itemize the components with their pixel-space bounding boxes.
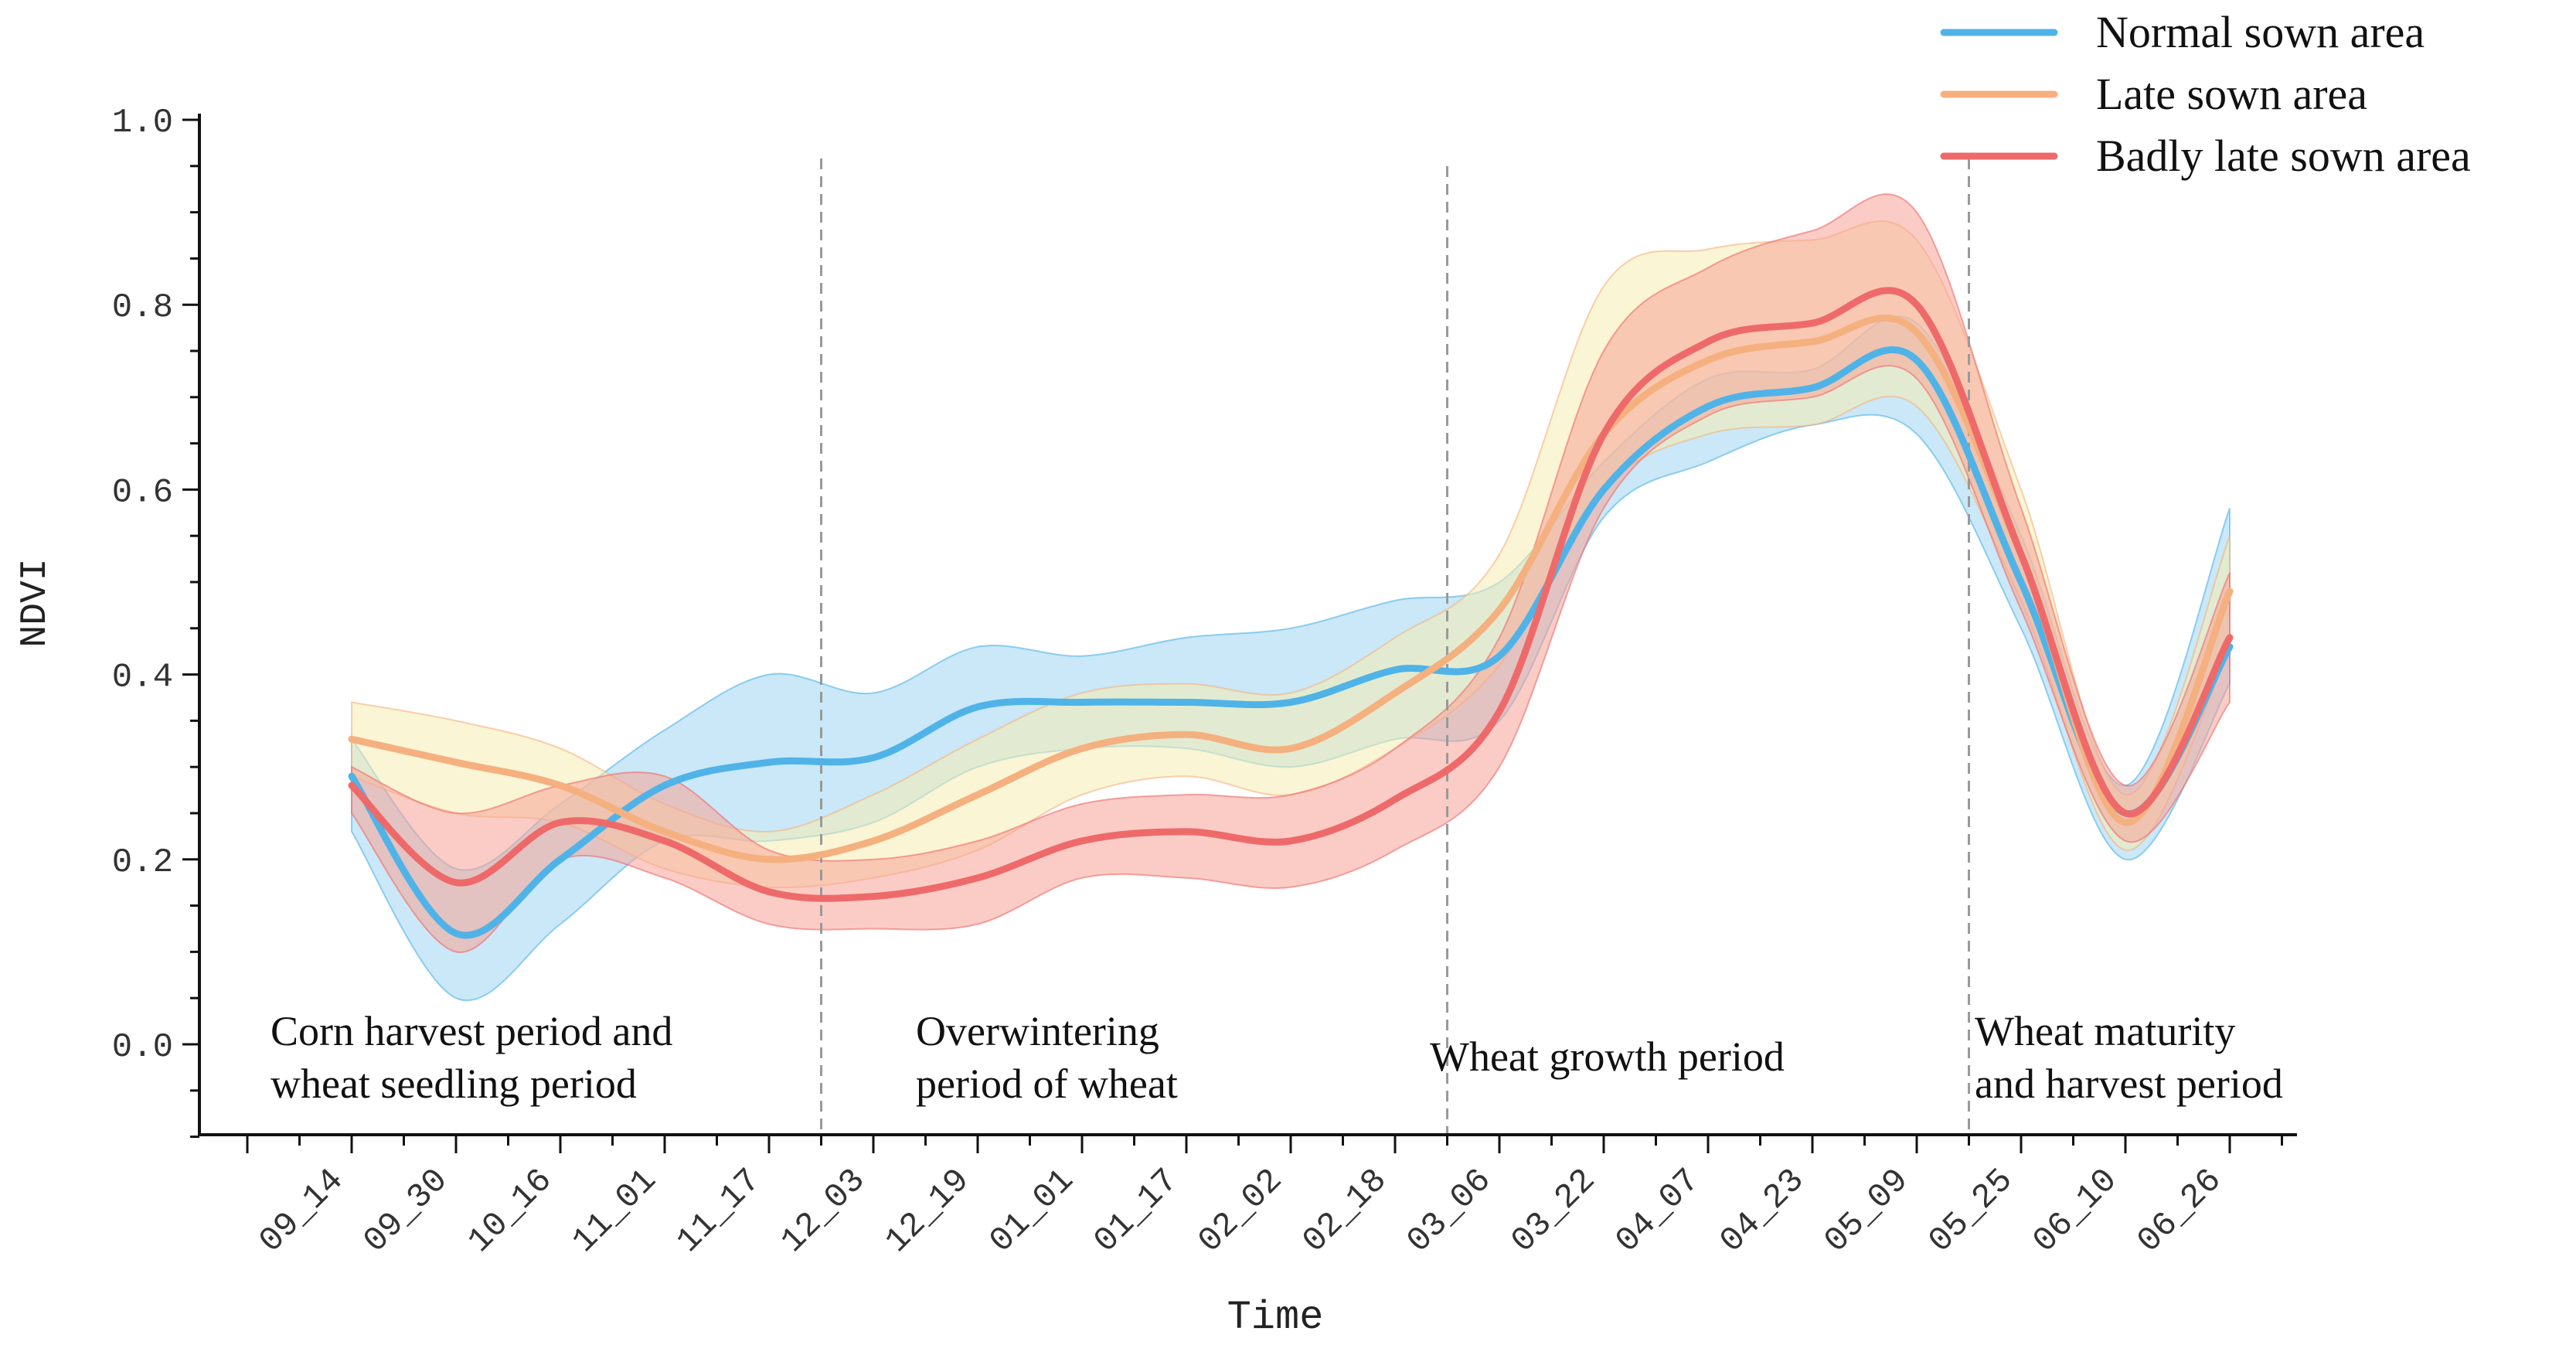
x-tick-label: 03_22 bbox=[1504, 1162, 1604, 1262]
y-tick-label: 1.0 bbox=[112, 104, 173, 142]
line-badly-late-sown-area bbox=[348, 287, 2234, 902]
x-tick-label: 11_17 bbox=[669, 1162, 769, 1262]
confidence-bands bbox=[351, 193, 2231, 1002]
x-tick-label: 03_06 bbox=[1400, 1162, 1499, 1262]
x-tick-label: 02_02 bbox=[1191, 1162, 1291, 1262]
x-tick-label: 12_19 bbox=[878, 1162, 978, 1262]
x-tick-label: 09_14 bbox=[252, 1162, 352, 1262]
y-tick-label: 0.2 bbox=[112, 843, 173, 882]
x-tick-label: 12_03 bbox=[774, 1162, 873, 1262]
x-tick-label: 04_07 bbox=[1608, 1162, 1708, 1262]
legend-label: Late sown area bbox=[2096, 69, 2367, 119]
period-label: wheat seedling period bbox=[271, 1061, 637, 1107]
x-tick-label: 10_16 bbox=[461, 1162, 560, 1262]
x-tick-label: 02_18 bbox=[1295, 1162, 1395, 1262]
legend: Normal sown area Late sown area Badly late… bbox=[1940, 7, 2471, 181]
x-tick-label: 09_30 bbox=[356, 1162, 456, 1262]
band-badly-late-sown-area bbox=[351, 193, 2231, 953]
period-label: Wheat maturity bbox=[1975, 1008, 2235, 1054]
y-tick-label: 0.6 bbox=[112, 473, 173, 512]
period-labels: Corn harvest period and wheat seedling pe… bbox=[271, 1008, 2283, 1107]
period-label: and harvest period bbox=[1975, 1061, 2283, 1107]
x-tick-label: 11_01 bbox=[565, 1162, 665, 1262]
x-tick-label: 04_23 bbox=[1713, 1162, 1812, 1262]
series-lines bbox=[348, 287, 2234, 939]
period-dividers bbox=[820, 158, 1970, 1135]
x-tick-label: 06_10 bbox=[2026, 1162, 2125, 1262]
y-axis-label: NDVI bbox=[15, 558, 56, 647]
legend-label: Badly late sown area bbox=[2096, 131, 2471, 181]
x-tick-label: 05_25 bbox=[1921, 1162, 2021, 1262]
period-label: Overwintering bbox=[916, 1008, 1159, 1054]
period-label: period of wheat bbox=[916, 1061, 1178, 1107]
period-label: Corn harvest period and bbox=[271, 1008, 672, 1054]
x-tick-label: 01_17 bbox=[1087, 1162, 1186, 1262]
legend-label: Normal sown area bbox=[2096, 7, 2425, 57]
x-tick-label: 01_01 bbox=[982, 1162, 1082, 1262]
x-tick-label: 06_26 bbox=[2130, 1162, 2230, 1262]
line-normal-sown-area bbox=[348, 346, 2234, 939]
y-tick-label: 0.4 bbox=[112, 659, 173, 697]
y-tick-label: 0.0 bbox=[112, 1028, 173, 1067]
period-label: Wheat growth period bbox=[1430, 1033, 1785, 1080]
y-tick-label: 0.8 bbox=[112, 288, 173, 327]
x-tick-label: 05_09 bbox=[1817, 1162, 1917, 1262]
x-axis-label: Time bbox=[1227, 1295, 1324, 1340]
